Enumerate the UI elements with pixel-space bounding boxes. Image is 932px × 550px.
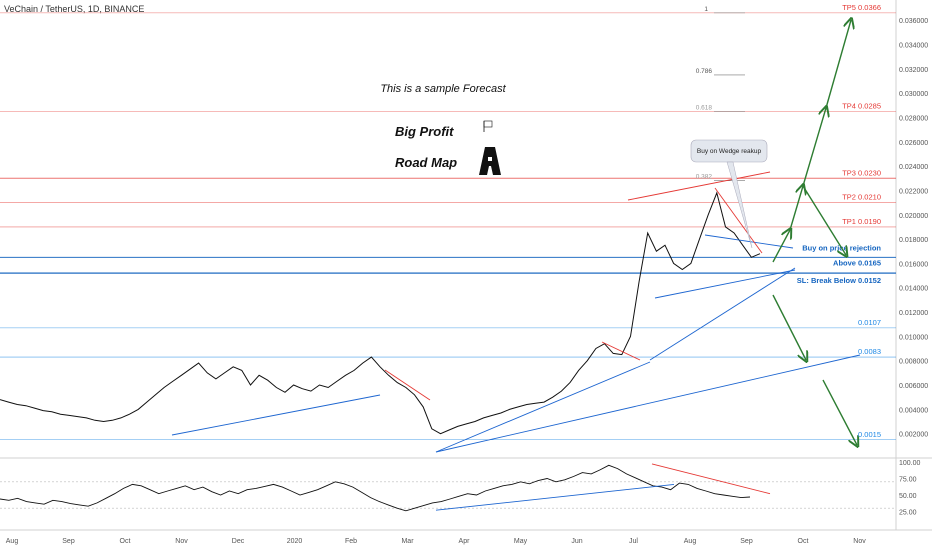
trendline [601,341,641,361]
price-level-label: TP4 0.0285 [842,101,881,110]
x-tick-label: May [514,538,528,545]
finish-flag-icon [483,120,493,128]
y-tick-label: 0.028000 [899,115,928,122]
fib-label: 1 [704,6,708,13]
trendline [435,354,861,453]
x-tick-label: 2020 [287,538,303,545]
price-series-line [0,191,761,435]
rsi-line [0,464,751,512]
x-tick-label: Apr [459,538,471,545]
price-level-label: TP1 0.0190 [842,217,881,226]
fib-label: 0.786 [696,68,713,75]
y-tick-label: 0.036000 [899,18,928,25]
y-tick-label: 0.012000 [899,310,928,317]
price-level-label: 0.0015 [858,430,881,439]
trendline [704,234,794,249]
y-tick-label: 0.008000 [899,359,928,366]
x-tick-label: Nov [853,538,866,545]
rsi-tick-label: 75.00 [899,477,917,484]
big-profit-label: Big Profit [395,124,454,139]
road-map-label: Road Map [395,155,457,170]
x-tick-label: Sep [62,538,75,545]
y-tick-label: 0.004000 [899,407,928,414]
x-tick-label: Oct [798,538,809,545]
x-tick-label: Nov [175,538,188,545]
y-tick-label: 0.022000 [899,188,928,195]
x-tick-label: Dec [232,538,245,545]
y-tick-label: 0.002000 [899,432,928,439]
y-tick-label: 0.030000 [899,91,928,98]
rsi-tick-label: 100.00 [899,460,921,467]
x-tick-label: Oct [120,538,131,545]
forecast-arrow [822,379,857,445]
y-tick-label: 0.006000 [899,383,928,390]
y-tick-label: 0.034000 [899,42,928,49]
rsi-tick-label: 25.00 [899,510,917,517]
y-tick-label: 0.014000 [899,286,928,293]
forecast-arrow [772,294,806,360]
forecast-arrow [802,185,846,255]
rsi-trendline [651,463,771,495]
trendline [654,269,796,299]
y-tick-label: 0.016000 [899,261,928,268]
forecast-note: This is a sample Forecast [380,83,506,95]
forecast-arrow [789,186,803,231]
road-icon-mark [488,157,492,161]
price-level-label: TP3 0.0230 [842,168,881,177]
callout-text: Buy on Wedge reakup [697,148,762,155]
fib-label: 0.382 [696,174,713,181]
y-tick-label: 0.026000 [899,140,928,147]
forecast-arrow [772,230,790,263]
x-tick-label: Sep [740,538,753,545]
price-level-label: 0.0083 [858,347,881,356]
trendline [384,369,431,401]
price-level-label: 0.0107 [858,318,881,327]
trendline [171,394,381,436]
x-tick-label: Aug [684,538,697,545]
x-tick-label: Jun [571,538,582,545]
trendline [627,171,771,201]
fib-label: 0.618 [696,104,713,111]
trendline [649,267,796,361]
price-level-label: TP5 0.0366 [842,3,881,12]
y-tick-label: 0.024000 [899,164,928,171]
price-level-label: SL: Break Below 0.0152 [797,276,881,285]
y-tick-label: 0.020000 [899,213,928,220]
trendline [435,361,651,453]
x-tick-label: Mar [401,538,414,545]
x-tick-label: Aug [6,538,19,545]
y-tick-label: 0.010000 [899,334,928,341]
rsi-tick-label: 50.00 [899,493,917,500]
forecast-arrow [802,108,826,187]
y-tick-label: 0.032000 [899,67,928,74]
forecast-arrow [825,20,851,109]
x-tick-label: Jul [629,538,638,545]
rsi-trendline [435,483,675,511]
x-tick-label: Feb [345,538,357,545]
symbol-title: VeChain / TetherUS, 1D, BINANCE [4,4,145,14]
price-level-label: TP2 0.0210 [842,193,881,202]
callout-pointer [726,161,753,249]
price-level-label: Above 0.0165 [833,258,881,267]
y-tick-label: 0.018000 [899,237,928,244]
trendline [714,187,763,254]
